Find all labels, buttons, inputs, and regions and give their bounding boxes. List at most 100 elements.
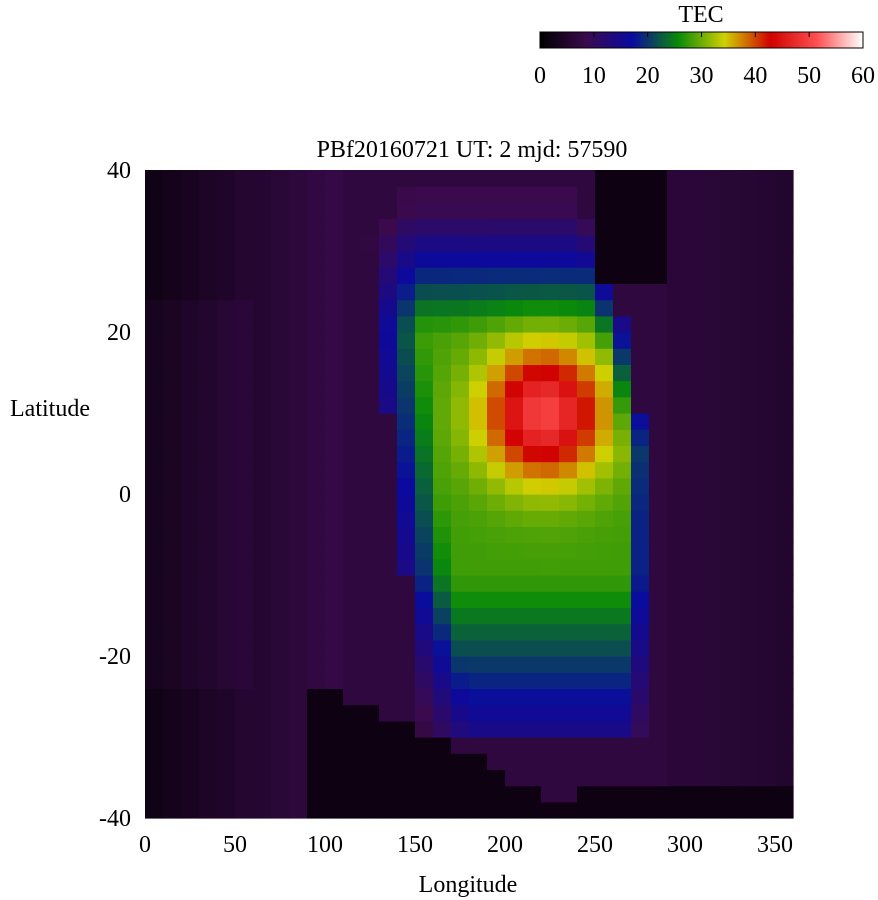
heatmap-cell [559, 639, 578, 657]
heatmap-cell [289, 396, 308, 414]
heatmap-cell [361, 623, 380, 641]
heatmap-cell [469, 494, 488, 511]
heatmap-cell [217, 623, 236, 641]
heatmap-cell [613, 753, 632, 770]
heatmap-cell [145, 267, 164, 284]
heatmap-cell [613, 704, 632, 722]
heatmap-cell [631, 429, 650, 446]
heatmap-cell [739, 299, 758, 317]
heatmap-cell [577, 234, 596, 252]
heatmap-cell [253, 801, 272, 819]
heatmap-cell [649, 607, 668, 625]
heatmap-cell [577, 218, 596, 236]
heatmap-cell [721, 445, 740, 463]
heatmap-cell [541, 413, 560, 430]
x-tick-label: 0 [139, 832, 151, 858]
heatmap-cell [505, 170, 524, 187]
heatmap-cell [523, 704, 542, 722]
heatmap-cell [469, 639, 488, 657]
heatmap-cell [199, 445, 218, 463]
heatmap-cell [145, 299, 164, 317]
heatmap-cell [307, 445, 326, 463]
heatmap-cell [505, 801, 524, 819]
heatmap-cell [415, 170, 434, 187]
heatmap-cell [451, 656, 470, 673]
heatmap-cell [289, 526, 308, 544]
heatmap-cell [595, 202, 614, 220]
heatmap-cell [667, 801, 686, 819]
heatmap-cell [181, 251, 200, 268]
heatmap-cell [487, 591, 506, 608]
heatmap-cell [325, 656, 344, 673]
heatmap-cell [739, 575, 758, 592]
heatmap-cell [541, 656, 560, 673]
heatmap-cell [505, 251, 524, 268]
heatmap-cell [397, 737, 416, 754]
heatmap-cell [685, 542, 704, 560]
heatmap-cell [721, 737, 740, 754]
heatmap-cell [163, 720, 182, 738]
heatmap-cell [613, 251, 632, 268]
heatmap-cell [181, 461, 200, 479]
heatmap-cell [163, 542, 182, 560]
heatmap-cell [415, 510, 434, 527]
heatmap-cell [163, 396, 182, 414]
heatmap-cell [703, 332, 722, 349]
heatmap-cell [217, 575, 236, 592]
heatmap-cell [649, 558, 668, 576]
heatmap-cell [685, 575, 704, 592]
heatmap-cell [505, 494, 524, 511]
heatmap-cell [667, 639, 686, 657]
heatmap-cell [469, 348, 488, 365]
heatmap-cell [775, 251, 794, 268]
heatmap-cell [523, 639, 542, 657]
heatmap-cell [145, 186, 164, 203]
heatmap-cell [595, 461, 614, 479]
heatmap-cell [307, 218, 326, 236]
heatmap-cell [505, 218, 524, 236]
heatmap-cell [775, 461, 794, 479]
heatmap-cell [631, 607, 650, 625]
heatmap-cell [613, 688, 632, 706]
heatmap-cell [577, 283, 596, 301]
heatmap-cell [541, 461, 560, 479]
heatmap-cell [559, 251, 578, 268]
heatmap-cell [739, 639, 758, 657]
heatmap-cell [253, 380, 272, 398]
heatmap-cell [181, 639, 200, 657]
heatmap-cell [397, 558, 416, 576]
heatmap-cell [703, 445, 722, 463]
heatmap-cell [505, 542, 524, 560]
heatmap-cell [649, 769, 668, 787]
heatmap-cell [685, 445, 704, 463]
heatmap-cell [595, 623, 614, 641]
heatmap-cell [271, 251, 290, 268]
heatmap-cell [739, 785, 758, 803]
heatmap-cell [685, 526, 704, 544]
heatmap-cell [559, 170, 578, 187]
heatmap-cell [253, 461, 272, 479]
heatmap-cell [415, 737, 434, 754]
heatmap-cell [271, 785, 290, 803]
heatmap-cell [289, 623, 308, 641]
heatmap-cell [145, 704, 164, 722]
heatmap-cell [181, 542, 200, 560]
heatmap-cell [253, 526, 272, 544]
heatmap-cell [451, 720, 470, 738]
heatmap-cell [145, 558, 164, 576]
heatmap-cell [451, 251, 470, 268]
heatmap-cell [199, 720, 218, 738]
heatmap-cell [253, 494, 272, 511]
heatmap-cell [217, 315, 236, 333]
heatmap-cell [325, 202, 344, 220]
heatmap-cell [145, 494, 164, 511]
heatmap-cell [163, 639, 182, 657]
heatmap-cell [325, 315, 344, 333]
heatmap-cell [469, 558, 488, 576]
heatmap-cell [775, 688, 794, 706]
colorbar-ticks: 0 10 20 30 40 50 60 [534, 32, 875, 89]
heatmap-cell [685, 315, 704, 333]
heatmap-cell [235, 639, 254, 657]
heatmap-cell [343, 526, 362, 544]
heatmap-cell [235, 445, 254, 463]
